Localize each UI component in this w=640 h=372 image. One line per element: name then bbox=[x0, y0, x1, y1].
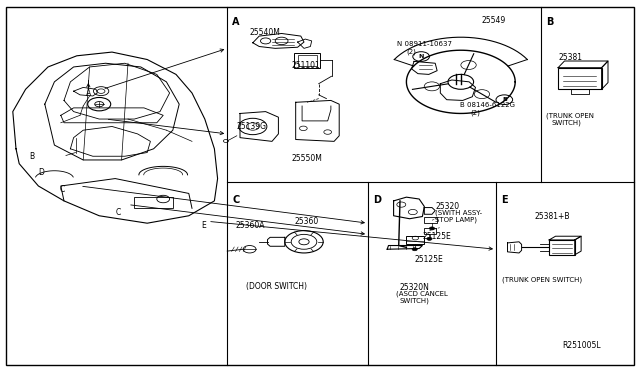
Text: 25125E: 25125E bbox=[414, 255, 443, 264]
Text: 25125E: 25125E bbox=[422, 232, 451, 241]
Text: (SWITH ASSY-: (SWITH ASSY- bbox=[435, 209, 483, 216]
Text: A: A bbox=[86, 89, 91, 98]
Text: 25549: 25549 bbox=[481, 16, 506, 25]
Text: B: B bbox=[546, 17, 554, 27]
Text: 25550M: 25550M bbox=[291, 154, 322, 163]
Text: (TRUNK OPEN: (TRUNK OPEN bbox=[546, 113, 594, 119]
Text: B: B bbox=[502, 97, 507, 102]
Text: E: E bbox=[201, 221, 206, 230]
Bar bbox=[298, 55, 317, 66]
Text: D: D bbox=[38, 168, 45, 177]
Text: D: D bbox=[373, 195, 381, 205]
Text: E: E bbox=[501, 195, 508, 205]
Circle shape bbox=[429, 227, 435, 230]
Bar bbox=[549, 240, 575, 255]
Text: SWITCH): SWITCH) bbox=[400, 297, 430, 304]
Text: 25320: 25320 bbox=[435, 202, 460, 211]
Circle shape bbox=[412, 248, 417, 251]
Circle shape bbox=[427, 237, 432, 240]
Text: (2): (2) bbox=[406, 48, 416, 55]
Text: 25381: 25381 bbox=[559, 53, 583, 62]
Text: SWITCH): SWITCH) bbox=[552, 119, 582, 126]
Bar bbox=[424, 217, 437, 223]
Text: B 08146-6122G: B 08146-6122G bbox=[460, 102, 515, 108]
Text: R251005L: R251005L bbox=[562, 341, 600, 350]
Text: 251101: 251101 bbox=[291, 61, 320, 70]
Text: A: A bbox=[232, 17, 240, 27]
Text: 25360A: 25360A bbox=[236, 221, 265, 230]
Text: (2): (2) bbox=[470, 109, 480, 116]
Text: N 08911-10637: N 08911-10637 bbox=[397, 41, 452, 47]
Bar bbox=[424, 228, 436, 234]
Text: 25360: 25360 bbox=[294, 217, 319, 226]
Text: (TRUNK OPEN SWITCH): (TRUNK OPEN SWITCH) bbox=[502, 276, 582, 283]
Bar bbox=[294, 53, 320, 68]
Text: C: C bbox=[116, 208, 121, 217]
Text: N: N bbox=[419, 54, 424, 59]
Text: 25381+B: 25381+B bbox=[534, 212, 570, 221]
Bar bbox=[134, 197, 173, 208]
Text: C: C bbox=[60, 185, 65, 194]
Text: 25320N: 25320N bbox=[400, 283, 430, 292]
Text: C: C bbox=[232, 195, 239, 205]
Text: (ASCD CANCEL: (ASCD CANCEL bbox=[396, 291, 447, 297]
Bar bbox=[558, 68, 602, 89]
Text: 25139G: 25139G bbox=[237, 122, 267, 131]
Text: B: B bbox=[29, 152, 35, 161]
Bar bbox=[406, 236, 424, 244]
Text: 25540M: 25540M bbox=[250, 28, 280, 37]
Text: (DOOR SWITCH): (DOOR SWITCH) bbox=[246, 282, 307, 291]
Text: STOP LAMP): STOP LAMP) bbox=[435, 216, 477, 223]
